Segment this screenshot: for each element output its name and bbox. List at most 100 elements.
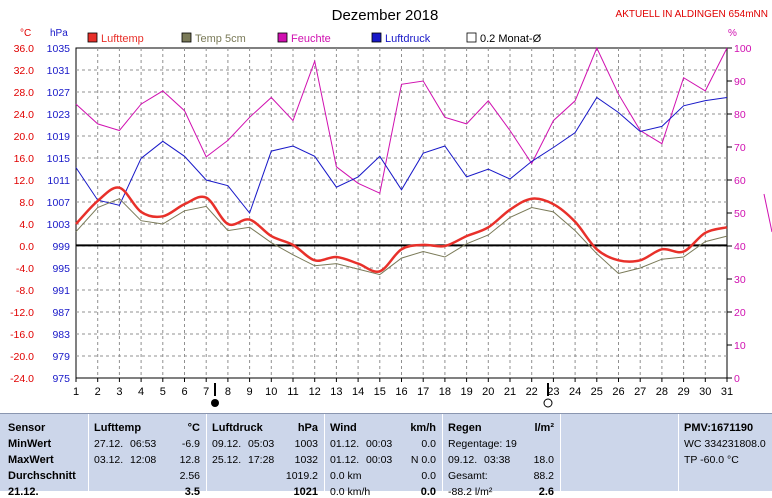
temp-tick-label: -4.0 <box>16 263 34 275</box>
durchschnitt-label: Durchschnitt <box>8 470 76 482</box>
temp-unit: °C <box>187 422 200 434</box>
temp-current: 3.5 <box>184 486 200 498</box>
x-tick-label: 26 <box>612 386 624 398</box>
wind-current-speed: 0.0 km/h <box>330 486 371 498</box>
press-tick-label: 983 <box>52 329 70 341</box>
stats-panel: Sensor MinWert MaxWert Durchschnitt 21.1… <box>0 413 772 498</box>
press-tick-label: 979 <box>52 351 70 363</box>
x-tick-label: 12 <box>309 386 321 398</box>
empty-column <box>560 414 679 491</box>
x-tick-label: 16 <box>395 386 407 398</box>
temp-tick-label: 20.0 <box>14 131 35 143</box>
new-moon-icon <box>211 399 219 407</box>
press-tick-label: 987 <box>52 307 70 319</box>
rain-days: Regentage: 19 <box>448 438 517 450</box>
temp-tick-label: 24.0 <box>14 109 35 121</box>
chart-title: Dezember 2018 <box>332 7 439 24</box>
wind-max-value: N 0.0 <box>410 454 436 466</box>
sensor-header: Sensor <box>8 422 46 434</box>
series-line-feuchte <box>75 46 728 194</box>
humid-tick-label: 20 <box>734 307 746 319</box>
x-tick-label: 21 <box>504 386 516 398</box>
press-average: 1019.2 <box>285 470 318 482</box>
temp-average: 2.56 <box>179 470 200 482</box>
wind-unit: km/h <box>410 422 436 434</box>
wc-value: WC 334231808.0 <box>684 438 766 450</box>
temp-max-time: 12:08 <box>130 454 157 466</box>
rain-total-value: 88.2 <box>533 470 554 482</box>
temp-tick-label: 32.0 <box>14 65 35 77</box>
pmv-column: PMV:1671190 WC 334231808.0 TP -60.0 °C <box>678 414 772 491</box>
rain-max-date: 09.12. <box>448 454 478 466</box>
pressure-column: Luftdruck hPa 09.12. 05:03 1003 25.12. 1… <box>206 414 325 498</box>
press-max-date: 25.12. <box>212 454 242 466</box>
temp-tick-label: -24.0 <box>10 373 34 385</box>
humid-tick-label: 30 <box>734 274 746 286</box>
humid-tick-label: 80 <box>734 109 746 121</box>
x-tick-label: 7 <box>203 386 209 398</box>
temp-max-value: 12.8 <box>179 454 200 466</box>
x-tick-label: 10 <box>265 386 277 398</box>
press-tick-label: 1027 <box>47 87 71 99</box>
x-tick-label: 3 <box>116 386 122 398</box>
press-min-date: 09.12. <box>212 438 242 450</box>
wind-header: Wind <box>330 422 357 434</box>
press-tick-label: 1023 <box>47 109 71 121</box>
legend-swatch <box>277 32 288 43</box>
maxwert-label: MaxWert <box>8 454 54 466</box>
x-tick-label: 4 <box>138 386 144 398</box>
temp-unit-label: °C <box>20 28 31 39</box>
rain-current: 2.6 <box>538 486 554 498</box>
sensor-column: Sensor MinWert MaxWert Durchschnitt 21.1… <box>0 414 89 498</box>
x-tick-label: 2 <box>95 386 101 398</box>
legend-label: Luftdruck <box>385 33 431 45</box>
rain-column: Regen l/m² Regentage: 19 09.12. 03:38 18… <box>442 414 561 498</box>
temp-tick-label: 36.0 <box>14 43 35 55</box>
x-tick-label: 1 <box>73 386 79 398</box>
full-moon-icon <box>543 398 553 408</box>
press-unit-label: hPa <box>50 28 68 39</box>
tp-value: TP -60.0 °C <box>684 454 739 466</box>
press-tick-label: 1015 <box>47 153 71 165</box>
temp-tick-label: 4.0 <box>19 219 34 231</box>
press-max-time: 17:28 <box>248 454 275 466</box>
series-group <box>75 46 728 276</box>
humid-unit-label: % <box>728 28 737 39</box>
x-tick-label: 15 <box>374 386 386 398</box>
wind-current: 0.0 <box>420 486 436 498</box>
press-tick-label: 1031 <box>47 65 71 77</box>
purple-edge-segment <box>763 193 772 233</box>
press-tick-label: 1019 <box>47 131 71 143</box>
x-tick-label: 18 <box>439 386 451 398</box>
press-tick-label: 1007 <box>47 197 71 209</box>
humid-tick-label: 60 <box>734 175 746 187</box>
wind-max-date: 01.12. <box>330 454 360 466</box>
x-tick-label: 19 <box>460 386 472 398</box>
temp-header: Lufttemp <box>94 422 142 434</box>
x-tick-label: 27 <box>634 386 646 398</box>
x-tick-label: 28 <box>656 386 668 398</box>
x-tick-label: 8 <box>225 386 231 398</box>
press-tick-label: 1011 <box>47 175 70 187</box>
press-current: 1021 <box>293 486 318 498</box>
wind-distance: 0.0 km <box>330 470 362 482</box>
rain-max-time: 03:38 <box>484 454 511 466</box>
rain-diff: -88.2 l/m² <box>448 486 493 498</box>
temp-tick-label: -20.0 <box>10 351 34 363</box>
humid-tick-label: 90 <box>734 76 746 88</box>
humid-tick-label: 0 <box>734 373 740 385</box>
temp-tick-label: 12.0 <box>14 175 35 187</box>
x-tick-label: 11 <box>287 386 298 398</box>
x-tick-label: 24 <box>569 386 581 398</box>
press-tick-label: 991 <box>52 285 70 297</box>
temp-tick-label: 28.0 <box>14 87 35 99</box>
temp-tick-label: -12.0 <box>10 307 34 319</box>
temp-tick-label: -8.0 <box>16 285 34 297</box>
legend-label: 0.2 Monat-Ø <box>480 33 542 45</box>
press-min-time: 05:03 <box>248 438 275 450</box>
rain-unit: l/m² <box>534 422 554 434</box>
press-tick-label: 1035 <box>47 43 71 55</box>
x-tick-label: 22 <box>526 386 538 398</box>
wind-average: 0.0 <box>421 470 436 482</box>
press-tick-label: 995 <box>52 263 70 275</box>
